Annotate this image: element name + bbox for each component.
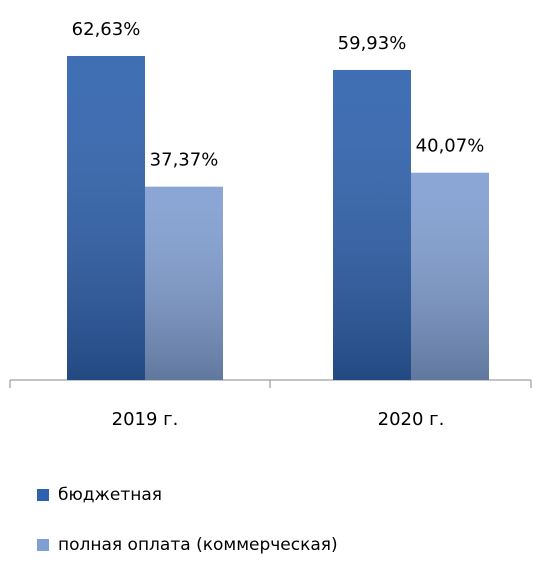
value-label: 62,63% [72, 19, 141, 40]
legend-label: полная оплата (коммерческая) [58, 535, 338, 555]
x-tick-label: 2020 г. [378, 409, 445, 430]
legend-swatch [37, 539, 49, 551]
bar-shade [67, 56, 145, 380]
legend-label: бюджетная [58, 485, 162, 505]
legend-swatch [37, 489, 49, 501]
value-label: 40,07% [416, 136, 485, 157]
value-label: 59,93% [338, 33, 407, 54]
value-label: 37,37% [150, 150, 219, 171]
x-tick-label: 2019 г. [112, 409, 179, 430]
bar-shade [145, 186, 223, 380]
bar-shade [411, 172, 489, 380]
bar-shade [333, 69, 411, 381]
